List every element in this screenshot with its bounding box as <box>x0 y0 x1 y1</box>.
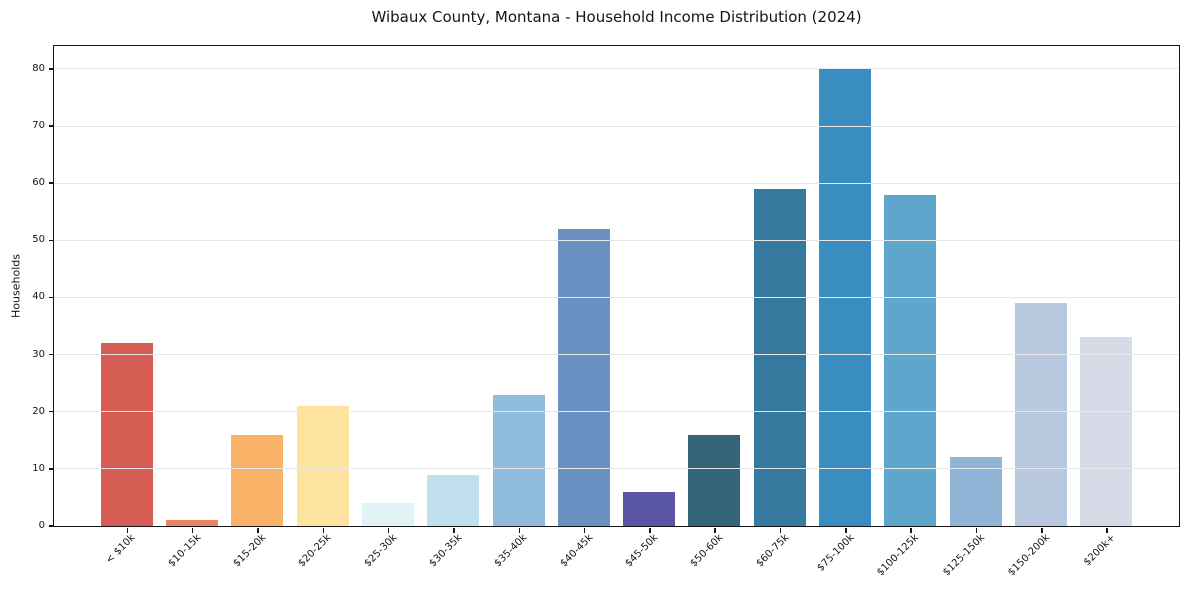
x-tick-mark <box>322 528 325 533</box>
bar-slot: $50-60k <box>682 46 747 569</box>
bar-slot: $10-15k <box>159 46 224 569</box>
bar <box>427 474 480 526</box>
gridline <box>54 411 1179 413</box>
x-tick-label: $30-35k <box>427 532 465 570</box>
x-tick-mark <box>714 528 716 533</box>
x-tick-mark <box>257 528 259 533</box>
x-tick-label: $25-30k <box>362 532 399 570</box>
x-tick-mark <box>910 528 912 533</box>
gridline <box>54 182 1179 184</box>
chart-title: Wibaux County, Montana - Household Incom… <box>371 8 862 26</box>
y-tick-mark <box>49 125 54 127</box>
bar-slot: $75-100k <box>812 46 877 574</box>
x-tick-mark <box>453 528 455 533</box>
x-tick-label: $200k+ <box>1081 532 1118 569</box>
x-tick-label: $10-15k <box>166 532 204 570</box>
y-tick-mark <box>49 296 54 299</box>
bar-slot: $60-75k <box>747 46 812 569</box>
x-tick-label: $20-25k <box>296 532 334 570</box>
y-tick-label: 80 <box>32 62 45 74</box>
x-tick-mark <box>518 528 521 533</box>
gridline <box>54 354 1179 356</box>
gridline <box>54 68 1179 70</box>
x-tick-label: $45-50k <box>623 532 661 570</box>
y-tick-mark <box>49 353 54 356</box>
bar <box>753 188 806 526</box>
x-tick-mark <box>126 528 129 533</box>
bar-slot: < $10k <box>94 46 159 566</box>
plot-area: < $10k $10-15k $15-20k $20-25k $25-30k $30-35… <box>32 45 1180 578</box>
gridline <box>54 468 1179 470</box>
gridline <box>54 239 1179 241</box>
bar <box>1080 337 1133 526</box>
x-tick-label: $60-75k <box>753 532 791 570</box>
x-tick-mark <box>1106 528 1108 533</box>
x-tick-label: $50-60k <box>688 532 726 570</box>
x-tick-mark <box>779 528 782 533</box>
bar <box>361 503 414 526</box>
y-tick-mark <box>49 411 54 413</box>
bars-row: < $10k $10-15k $15-20k $20-25k $25-30k $30-35… <box>54 46 1179 578</box>
x-tick-mark <box>649 528 651 533</box>
y-tick-mark <box>49 68 54 70</box>
x-tick-label: $125-150k <box>940 532 987 579</box>
bar-slot: $40-45k <box>551 46 616 569</box>
bar <box>884 194 937 526</box>
gridline <box>54 125 1179 127</box>
bar <box>557 228 610 526</box>
bar <box>296 406 349 526</box>
bar-slot: $30-35k <box>421 46 486 569</box>
bar-slot: $45-50k <box>617 46 682 569</box>
x-tick-mark <box>845 528 847 533</box>
bar <box>623 491 676 526</box>
y-tick-label: 40 <box>32 291 45 303</box>
y-tick-label: 30 <box>32 348 45 360</box>
bar <box>1015 303 1068 526</box>
bar-slot: $125-150k <box>941 46 1008 578</box>
x-tick-label: $40-45k <box>557 532 595 570</box>
x-tick-mark <box>1041 528 1043 533</box>
y-axis-label: Households <box>9 254 23 318</box>
y-tick-label: 70 <box>32 120 45 131</box>
bar-slot: $20-25k <box>290 46 355 569</box>
x-tick-label: $100-125k <box>875 532 922 579</box>
bar <box>492 394 545 526</box>
x-tick-label: $35-40k <box>492 532 530 570</box>
bar-slot: $200k+ <box>1074 46 1139 568</box>
bar-slot: $150-200k <box>1006 46 1073 578</box>
y-tick-label: 20 <box>32 405 45 417</box>
bar <box>100 343 153 526</box>
x-tick-mark <box>191 528 194 533</box>
y-tick-mark <box>49 525 54 527</box>
y-tick-label: 50 <box>32 234 45 246</box>
bar-slot: $100-125k <box>876 46 943 578</box>
x-tick-mark <box>583 528 586 533</box>
x-tick-mark <box>387 528 390 533</box>
y-tick-mark <box>49 468 54 470</box>
x-tick-label: $75-100k <box>814 532 857 574</box>
y-tick-mark <box>49 182 54 184</box>
x-tick-label: < $10k <box>104 532 138 566</box>
y-tick-label: 10 <box>32 462 45 474</box>
bar <box>165 520 218 526</box>
bar-slot: $25-30k <box>355 46 420 569</box>
x-tick-mark <box>975 528 978 533</box>
x-tick-label: $15-20k <box>231 532 269 570</box>
bar-slot: $15-20k <box>225 46 290 569</box>
y-tick-mark <box>49 239 54 241</box>
y-tick-label: 0 <box>38 520 45 531</box>
bar-slot: $35-40k <box>486 46 551 569</box>
y-tick-label: 60 <box>32 177 45 189</box>
x-tick-label: $150-200k <box>1006 532 1053 579</box>
bar <box>688 434 741 526</box>
gridline <box>54 296 1179 298</box>
bar <box>231 434 284 526</box>
